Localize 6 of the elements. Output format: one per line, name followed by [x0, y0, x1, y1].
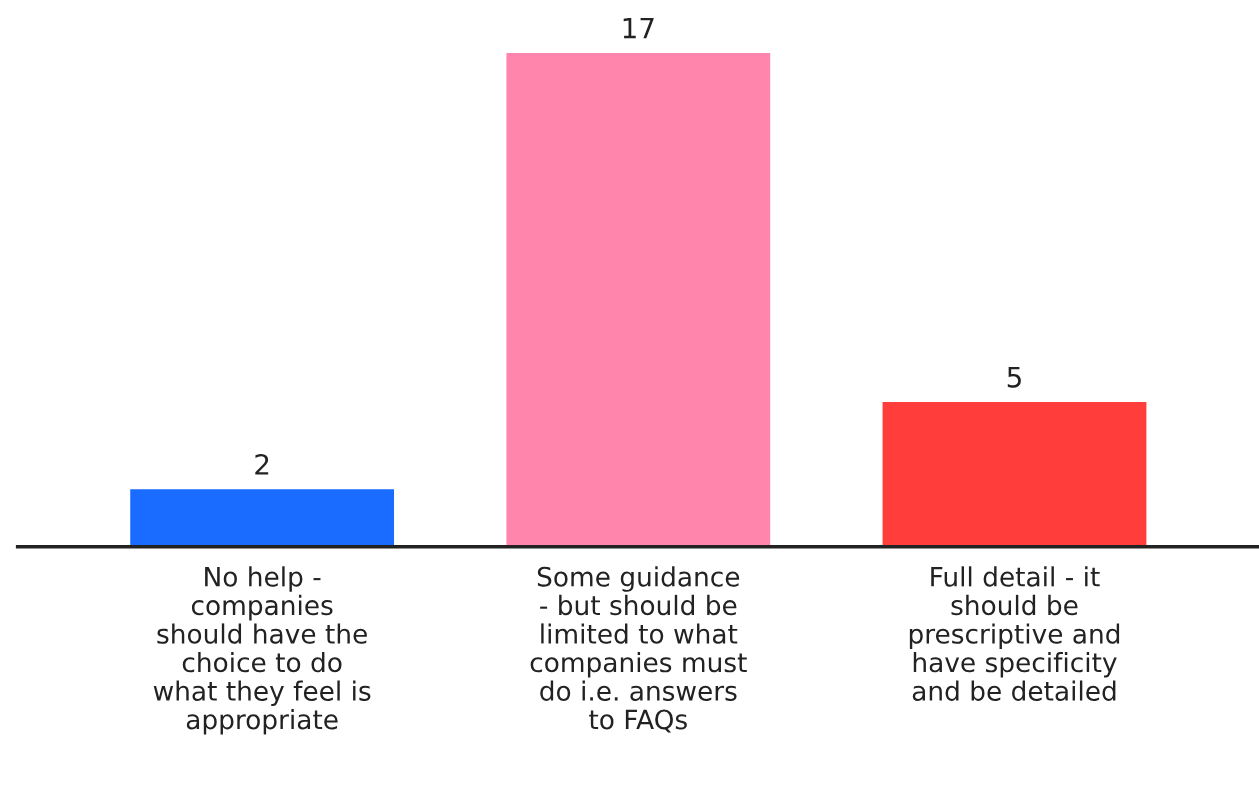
data-label: 2 [255, 453, 269, 475]
x-tick-label: Some guidance - but should be limited to what companies must do i.e. answers to FAQs [530, 566, 747, 733]
x-tick-label: Full detail - it should be prescriptive and have specificity and be detailed [909, 566, 1120, 701]
data-label: 17 [623, 17, 654, 39]
x-tick-label: No help - companies should have the choice to do what they feel is appropriate [153, 566, 371, 735]
data-label: 5 [1007, 367, 1021, 388]
